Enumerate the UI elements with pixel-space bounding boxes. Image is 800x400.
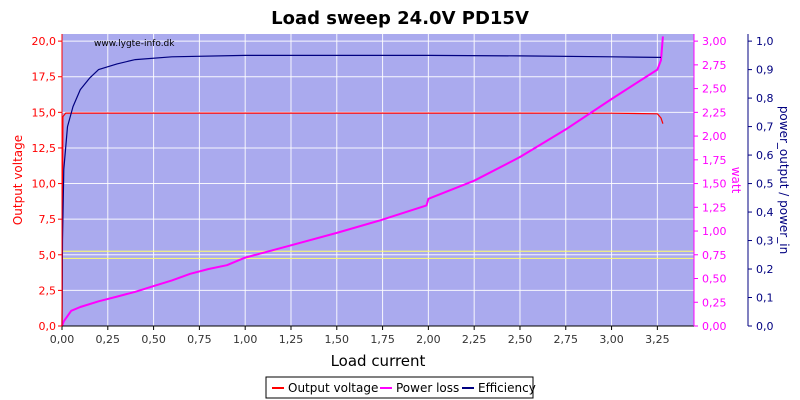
right1-tick-label: 0,25 [702, 296, 727, 309]
legend-label-power-loss: Power loss [396, 381, 459, 395]
legend-label-output-voltage: Output voltage [288, 381, 378, 395]
series-layer [61, 36, 664, 327]
right1-tick-label: 2,75 [702, 59, 727, 72]
right1-tick-label: 0,00 [702, 320, 727, 333]
x-tick-label: 2,50 [508, 333, 533, 346]
series-line-power-loss [61, 36, 664, 327]
right2-tick-label: 0,2 [756, 263, 774, 276]
x-tick-label: 1,75 [370, 333, 395, 346]
right2-tick-label: 0,6 [756, 149, 774, 162]
left-tick-label: 15,0 [32, 106, 57, 119]
x-tick-label: 0,25 [96, 333, 121, 346]
plot-area [62, 34, 694, 326]
x-tick-label: 0,75 [187, 333, 212, 346]
chart-title: Load sweep 24.0V PD15V [271, 8, 529, 29]
left-axis-label: Output voltage [11, 135, 25, 225]
right1-tick-label: 1,00 [702, 225, 727, 238]
left-tick-label: 2,5 [39, 284, 57, 297]
right2-tick-label: 0,7 [756, 121, 774, 134]
right2-axis-label: power_output / power_in [777, 106, 791, 254]
right1-tick-label: 2,25 [702, 106, 727, 119]
right1-tick-label: 1,25 [702, 201, 727, 214]
left-tick-label: 5,0 [39, 249, 57, 262]
right2-tick-label: 0,8 [756, 92, 774, 105]
right2-tick-label: 0,9 [756, 64, 774, 77]
right2-tick-label: 0,4 [756, 206, 774, 219]
legend: Output voltage Power loss Efficiency [265, 376, 536, 399]
left-tick-label: 7,5 [39, 213, 57, 226]
left-tick-label: 20,0 [32, 35, 57, 48]
right1-axis-label: watt [729, 167, 743, 194]
x-tick-label: 0,00 [50, 333, 75, 346]
x-tick-label: 3,00 [599, 333, 624, 346]
tick-labels: 0,00 0,25 0,50 0,75 1,00 1,25 1,50 1,75 2,00 2,25… [32, 35, 774, 346]
x-tick-label: 1,25 [279, 333, 304, 346]
right2-tick-label: 0,1 [756, 292, 774, 305]
x-tick-label: 0,50 [141, 333, 166, 346]
series-line-efficiency [61, 54, 661, 327]
left-tick-label: 17,5 [32, 71, 57, 84]
x-tick-label: 1,00 [233, 333, 258, 346]
right1-tick-label: 0,75 [702, 249, 727, 262]
legend-label-efficiency: Efficiency [478, 381, 536, 395]
watermark: www.lygte-info.dk [94, 39, 175, 49]
legend-box [265, 376, 534, 399]
right1-tick-label: 2,00 [702, 130, 727, 143]
series-line-output-voltage [61, 112, 664, 327]
left-tick-label: 12,5 [32, 142, 57, 155]
left-tick-label: 10,0 [32, 178, 57, 191]
right1-tick-label: 1,50 [702, 178, 727, 191]
right1-tick-label: 0,50 [702, 273, 727, 286]
reference-lines [62, 250, 694, 259]
x-axis-label: Load current [331, 352, 426, 370]
right2-tick-label: 0,3 [756, 235, 774, 248]
right2-tick-label: 1,0 [756, 35, 774, 48]
x-tick-label: 2,75 [554, 333, 579, 346]
x-tick-label: 2,00 [416, 333, 441, 346]
x-tick-label: 2,25 [462, 333, 487, 346]
right2-tick-label: 0,5 [756, 178, 774, 191]
right1-tick-label: 1,75 [702, 154, 727, 167]
left-tick-label: 0,0 [39, 320, 57, 333]
right1-tick-label: 2,50 [702, 83, 727, 96]
x-tick-label: 3,25 [645, 333, 670, 346]
right1-tick-label: 3,00 [702, 35, 727, 48]
x-tick-label: 1,50 [325, 333, 350, 346]
right2-tick-label: 0,0 [756, 320, 774, 333]
grid-lines [61, 34, 694, 327]
